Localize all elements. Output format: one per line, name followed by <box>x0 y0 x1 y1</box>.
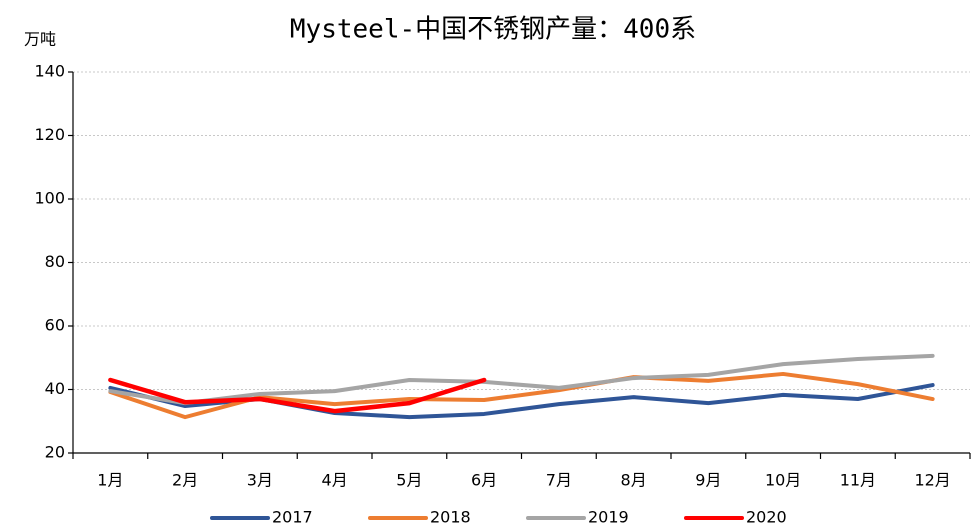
x-tick-label: 6月 <box>471 471 497 490</box>
x-tick-label: 4月 <box>322 471 348 490</box>
legend-label: 2018 <box>430 508 471 527</box>
y-axis-label: 万吨 <box>24 30 56 49</box>
y-tick-label: 120 <box>34 125 65 144</box>
x-tick-label: 11月 <box>840 471 876 490</box>
y-tick-label: 140 <box>34 62 65 81</box>
x-tick-label: 12月 <box>914 471 950 490</box>
x-tick-label: 2月 <box>172 471 198 490</box>
x-tick-label: 7月 <box>546 471 572 490</box>
legend-label: 2020 <box>746 508 787 527</box>
y-tick-label: 100 <box>34 189 65 208</box>
x-tick-label: 3月 <box>247 471 273 490</box>
series-line <box>108 377 487 414</box>
legend-label: 2019 <box>588 508 629 527</box>
x-tick-label: 5月 <box>396 471 422 490</box>
y-tick-label: 80 <box>45 252 65 271</box>
legend-label: 2017 <box>272 508 313 527</box>
x-tick-label: 10月 <box>765 471 801 490</box>
y-tick-label: 20 <box>45 443 65 462</box>
x-tick-label: 9月 <box>695 471 721 490</box>
series-line <box>108 353 935 406</box>
y-tick-label: 60 <box>45 316 65 335</box>
y-tick-label: 40 <box>45 379 65 398</box>
chart-title: Mysteel-中国不锈钢产量：400系 <box>290 15 696 45</box>
x-tick-label: 1月 <box>97 471 123 490</box>
x-tick-label: 8月 <box>621 471 647 490</box>
